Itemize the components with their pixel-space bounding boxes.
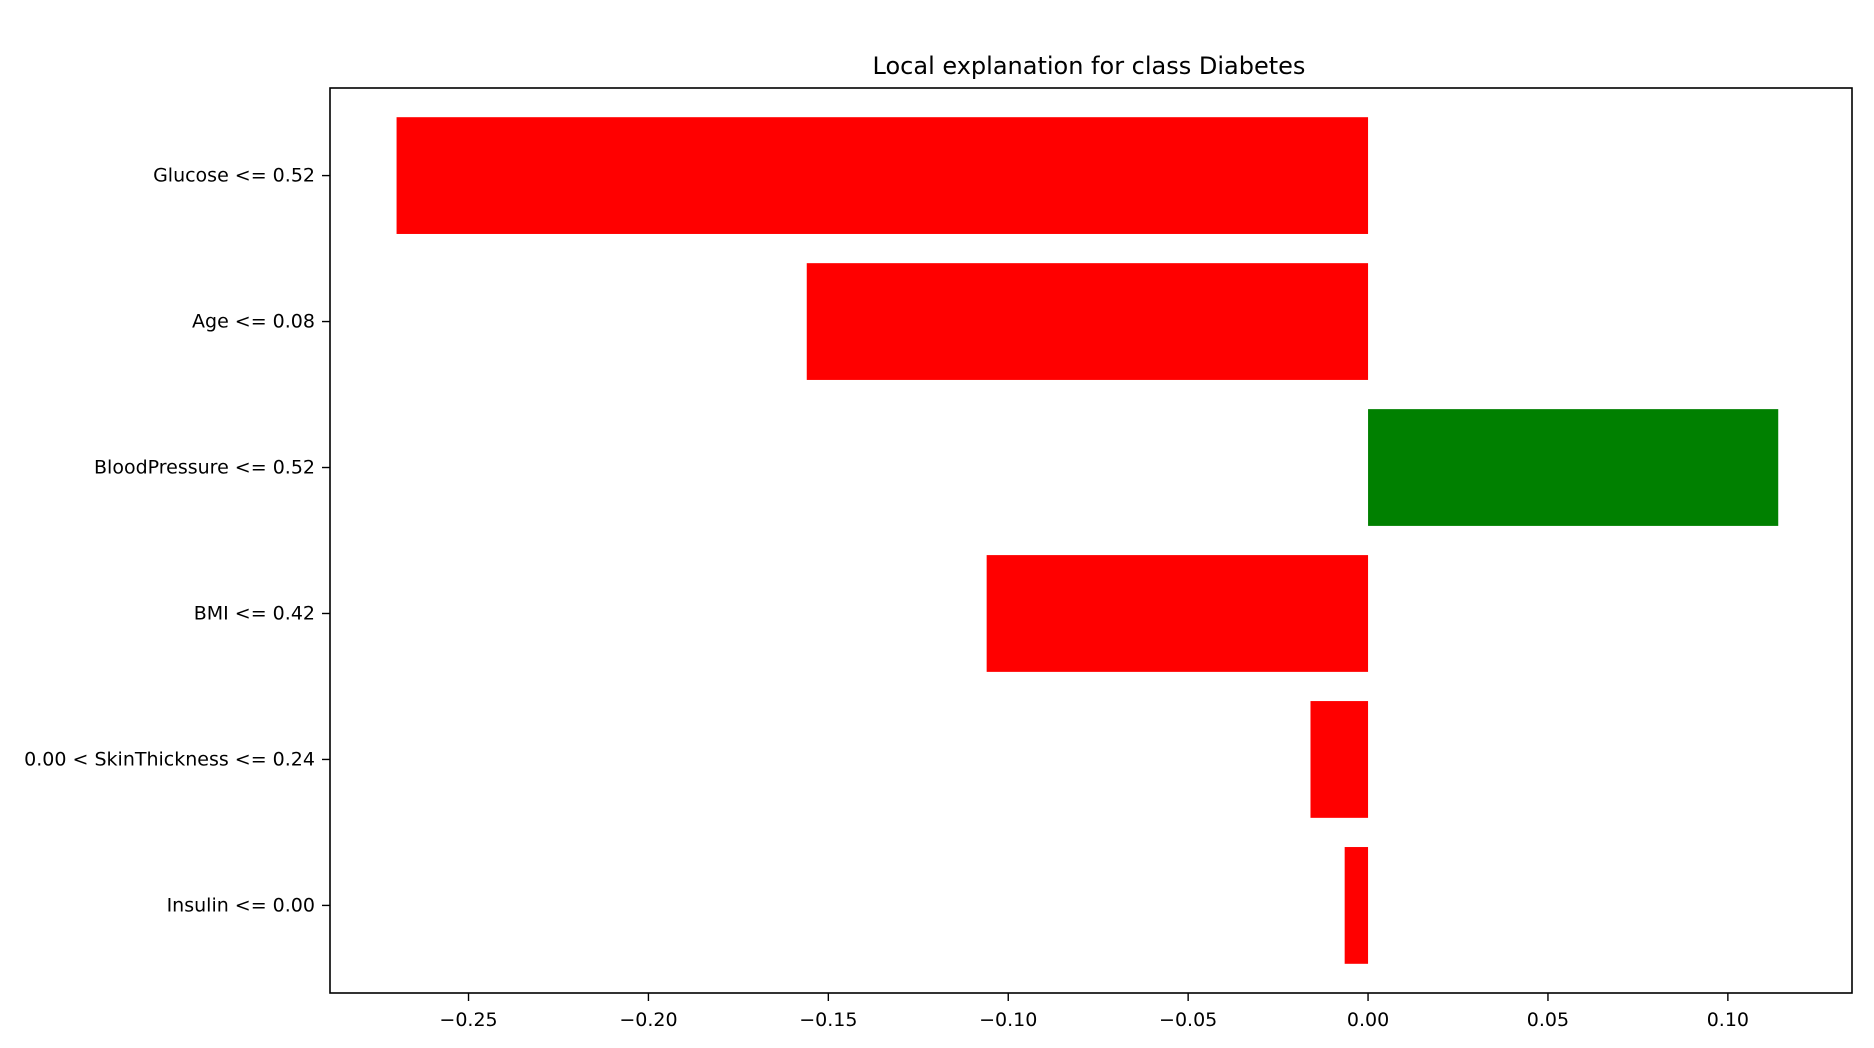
y-tick-label: BMI <= 0.42: [194, 602, 315, 624]
bar-insulin-0-00: [1344, 847, 1369, 964]
x-tick-label: −0.15: [799, 1009, 857, 1031]
bar-glucose-0-52: [396, 117, 1369, 234]
x-tick-label: −0.25: [439, 1009, 497, 1031]
x-tick-label: 0.00: [1347, 1009, 1389, 1031]
bar-bmi-0-42: [986, 555, 1369, 672]
y-axis: Glucose <= 0.52 Age <= 0.08 BloodPressure …: [24, 165, 330, 916]
x-tick-label: 0.10: [1707, 1009, 1749, 1031]
plot-frame: [329, 87, 1853, 994]
x-axis: −0.25 −0.20 −0.15 −0.10 −0.05 0.00 0.05 0.10: [439, 993, 1749, 1031]
y-tick-label: Glucose <= 0.52: [153, 165, 315, 187]
x-tick-label: −0.20: [619, 1009, 677, 1031]
x-tick-label: 0.05: [1527, 1009, 1569, 1031]
y-tick-label: Insulin <= 0.00: [167, 894, 315, 916]
bar-age-0-08: [806, 263, 1369, 380]
x-tick-label: −0.05: [1159, 1009, 1217, 1031]
y-tick-label: Age <= 0.08: [192, 311, 315, 333]
chart-title: Local explanation for class Diabetes: [873, 52, 1306, 80]
y-tick-label: 0.00 < SkinThickness <= 0.24: [24, 748, 315, 770]
bar-bloodpressure-0-52: [1368, 409, 1779, 526]
x-tick-label: −0.10: [979, 1009, 1037, 1031]
y-tick-label: BloodPressure <= 0.52: [94, 457, 315, 479]
bar-0-00-skinthickness-0-24: [1310, 701, 1369, 818]
bars-layer: [396, 117, 1779, 964]
